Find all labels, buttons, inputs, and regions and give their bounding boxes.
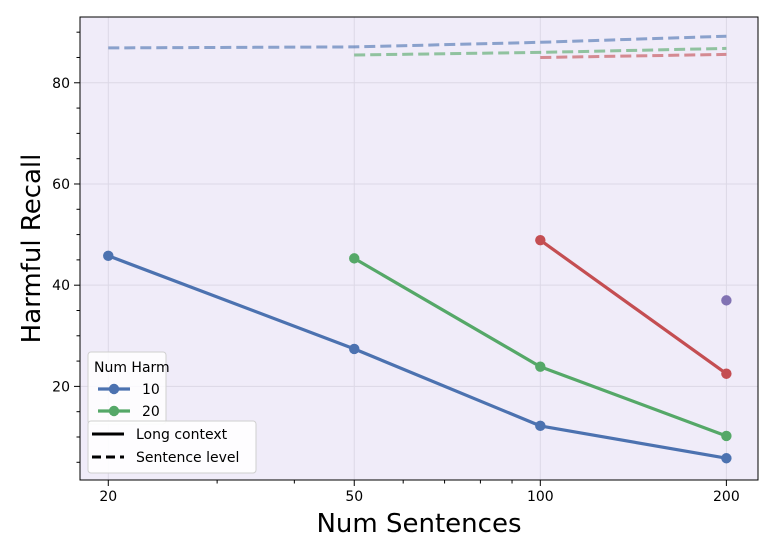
- point-num-harm-20: [535, 361, 546, 372]
- line-num-harm-20-sentence-level: [354, 46, 727, 57]
- legend-entry-sentence-level: Sentence level: [136, 450, 239, 466]
- x-tick-label: 100: [527, 489, 554, 505]
- point-num-harm-10: [103, 250, 114, 262]
- line-num-harm-10-long-context: [106, 254, 728, 460]
- legend-entry-10: 10: [142, 382, 160, 398]
- data-points: [103, 234, 732, 464]
- point-num-harm-100: [721, 295, 732, 306]
- legend-title: Num Harm: [94, 360, 170, 376]
- plot-frame: [79, 16, 759, 481]
- point-num-harm-20: [349, 253, 360, 264]
- plot-area: [80, 17, 758, 480]
- x-tick-label: 50: [345, 489, 363, 505]
- point-num-harm-10: [349, 343, 360, 355]
- point-num-harm-10: [535, 420, 546, 432]
- point-num-harm-10: [721, 453, 732, 464]
- line-num-harm-10-sentence-level: [108, 34, 727, 50]
- legend-swatch-marker: [108, 383, 120, 395]
- y-tick-label: 20: [52, 379, 70, 395]
- y-tick-label: 60: [52, 177, 70, 193]
- axis-ticks: 20 50 100 200 20 40 60 80: [52, 31, 740, 505]
- grid: [80, 17, 758, 480]
- y-axis-title: Harmful Recall: [17, 154, 47, 344]
- x-tick-label: 200: [713, 489, 740, 505]
- x-axis-title: Num Sentences: [316, 509, 521, 539]
- legend-entry-20: 20: [142, 404, 160, 420]
- legend-entry-long-context: Long context: [136, 427, 228, 443]
- y-tick-label: 80: [52, 76, 70, 92]
- point-num-harm-50: [721, 368, 732, 379]
- sentence-level-lines: [108, 34, 727, 59]
- legend-num-harm: Num Harm 10 20: [87, 351, 170, 425]
- line-num-harm-50-long-context: [538, 238, 728, 376]
- legend-swatch-marker: [108, 405, 120, 417]
- point-num-harm-50: [535, 234, 546, 246]
- x-tick-label: 20: [99, 489, 117, 505]
- legend-style: Long context Sentence level: [87, 420, 257, 474]
- point-num-harm-20: [721, 430, 732, 442]
- legend-style-box: [87, 420, 257, 474]
- y-tick-label: 40: [52, 278, 70, 294]
